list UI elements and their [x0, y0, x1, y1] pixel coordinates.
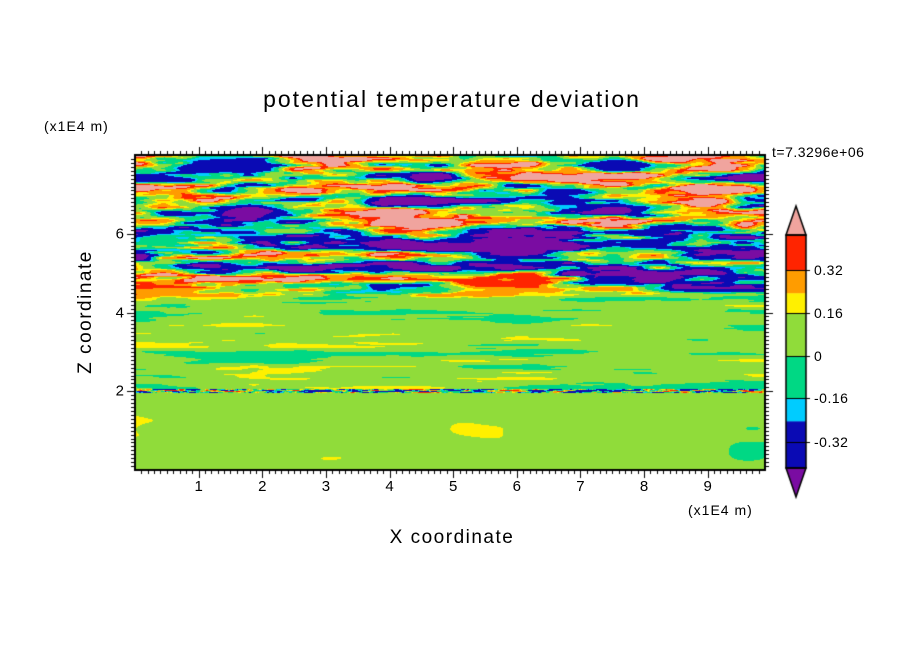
- z-axis-unit-label: (x1E4 m): [44, 118, 109, 134]
- x-axis-unit-label: (x1E4 m): [688, 502, 753, 518]
- time-label: t=7.3296e+06: [772, 144, 865, 160]
- x-axis-title: X coordinate: [389, 527, 515, 548]
- z-axis-title: Z coordinate: [75, 250, 96, 374]
- chart-title: potential temperature deviation: [263, 86, 641, 112]
